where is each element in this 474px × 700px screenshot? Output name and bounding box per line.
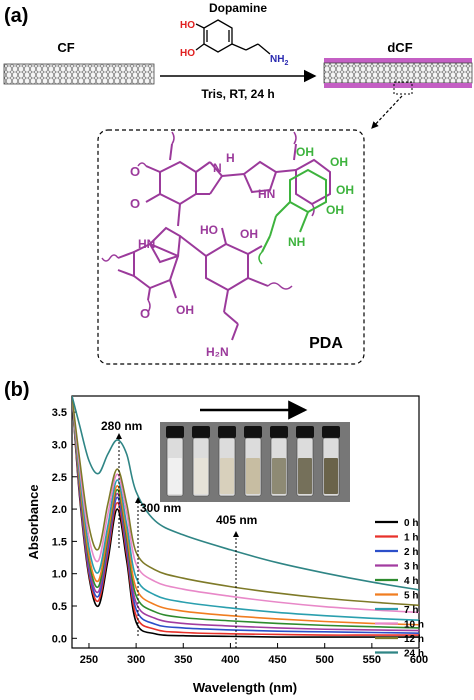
y-tick-label: 2.5 bbox=[52, 472, 67, 484]
cf-label: CF bbox=[57, 40, 74, 55]
vial-photo-inset bbox=[160, 400, 350, 502]
vial-cap bbox=[270, 426, 288, 438]
dcf-coating-bottom bbox=[324, 83, 472, 88]
x-tick-label: 400 bbox=[221, 654, 239, 666]
atom-h2n: H₂N bbox=[206, 345, 229, 359]
y-tick-label: 1.5 bbox=[52, 536, 67, 548]
dcf-label: dCF bbox=[387, 40, 412, 55]
legend-label: 3 h bbox=[404, 562, 418, 573]
dcf-coating-top bbox=[324, 58, 472, 63]
atom-oh-green-4: OH bbox=[326, 203, 344, 217]
x-tick-label: 300 bbox=[127, 654, 145, 666]
x-axis-ticks: 250 300 350 400 450 500 550 600 bbox=[80, 643, 428, 666]
series-line-3h bbox=[72, 396, 419, 632]
y-tick-label: 1.0 bbox=[52, 569, 67, 581]
pda-structure bbox=[101, 131, 331, 341]
atom-hn-left: HN bbox=[138, 237, 155, 251]
atom-o2: O bbox=[130, 196, 140, 211]
atom-h1: H bbox=[226, 151, 235, 165]
atom-n1: N bbox=[213, 161, 222, 175]
y-axis-ticks: 0.0 0.5 1.0 1.5 2.0 2.5 3.0 3.5 bbox=[52, 407, 77, 645]
vial-liquid bbox=[298, 458, 312, 494]
series-line-4h bbox=[72, 396, 419, 629]
reagent-label: Dopamine bbox=[209, 1, 267, 15]
pda-green-structure bbox=[258, 168, 327, 265]
series-line-5h bbox=[72, 396, 419, 626]
series-line-10h bbox=[72, 396, 419, 614]
series-line-24h bbox=[72, 396, 419, 591]
vial-cap bbox=[192, 426, 210, 438]
zoom-arrow bbox=[371, 95, 403, 129]
legend-label: 0 h bbox=[404, 518, 418, 529]
legend-label: 12 h bbox=[404, 634, 424, 645]
vial-cap bbox=[244, 426, 262, 438]
x-tick-label: 600 bbox=[410, 654, 428, 666]
pda-label: PDA bbox=[309, 335, 343, 352]
atom-oh-green-2: OH bbox=[330, 155, 348, 169]
vial-liquid bbox=[324, 458, 338, 494]
vial-liquid bbox=[168, 458, 182, 494]
annot-280: 280 nm bbox=[101, 419, 142, 433]
panel-a-label: (a) bbox=[4, 5, 28, 27]
atom-hn-top: HN bbox=[258, 187, 275, 201]
y-tick-label: 2.0 bbox=[52, 504, 67, 516]
x-tick-label: 250 bbox=[80, 654, 98, 666]
vial-liquid bbox=[194, 458, 208, 494]
series-line-12h bbox=[72, 396, 419, 607]
legend-label: 10 h bbox=[404, 620, 424, 631]
series-line-2h bbox=[72, 396, 419, 634]
legend-label: 5 h bbox=[404, 591, 418, 602]
series-line-7h bbox=[72, 396, 419, 622]
y-axis-label: Absorbance bbox=[26, 484, 41, 559]
dopamine-ho-top: HO bbox=[180, 20, 195, 31]
legend-label: 2 h bbox=[404, 547, 418, 558]
conditions-label: Tris, RT, 24 h bbox=[201, 87, 274, 101]
atom-nh-green: NH bbox=[288, 235, 305, 249]
atom-oh-green-1: OH bbox=[296, 145, 314, 159]
pda-frame bbox=[97, 129, 365, 365]
atom-o1: O bbox=[130, 164, 140, 179]
vial-cap bbox=[296, 426, 314, 438]
vial-liquid bbox=[272, 458, 286, 494]
panel-b-label: (b) bbox=[4, 379, 30, 401]
panel-a: (a) CF Dopamine Tris, RT, 24 h HO HO NH2… bbox=[3, 1, 473, 365]
dopamine-nh2: NH2 bbox=[270, 54, 288, 67]
panel-b: (b) 0.0 0.5 1.0 1.5 2.0 2.5 3.0 3.5 250 300 350 40… bbox=[4, 379, 428, 695]
atom-oh-bottom: OH bbox=[176, 303, 194, 317]
annot-300: 300 nm bbox=[140, 501, 181, 515]
annot-405: 405 nm bbox=[216, 513, 257, 527]
absorbance-curves bbox=[72, 396, 419, 638]
legend-label: 7 h bbox=[404, 605, 418, 616]
cf-tube bbox=[3, 63, 155, 85]
y-tick-label: 3.5 bbox=[52, 407, 67, 419]
y-tick-label: 0.0 bbox=[52, 633, 67, 645]
plot-frame bbox=[71, 395, 420, 649]
atom-oh-center: OH bbox=[240, 227, 258, 241]
vial-cap bbox=[166, 426, 184, 438]
dopamine-ho-bottom: HO bbox=[180, 48, 195, 59]
legend-label: 4 h bbox=[404, 576, 418, 587]
y-tick-label: 3.0 bbox=[52, 439, 67, 451]
legend-label: 24 h bbox=[404, 649, 424, 660]
vial-liquid bbox=[246, 458, 260, 494]
x-tick-label: 500 bbox=[316, 654, 334, 666]
atom-ho-center: HO bbox=[200, 223, 218, 237]
zoom-box bbox=[393, 81, 413, 95]
atom-oh-green-3: OH bbox=[336, 183, 354, 197]
legend: 0 h 1 h 2 h 3 h 4 h 5 h 7 h 10 h 12 h 24 h bbox=[375, 518, 424, 660]
dcf-tube bbox=[323, 62, 473, 84]
x-tick-label: 450 bbox=[268, 654, 286, 666]
vial-liquid bbox=[220, 458, 234, 494]
x-tick-label: 350 bbox=[174, 654, 192, 666]
y-tick-label: 0.5 bbox=[52, 601, 67, 613]
vial-cap bbox=[322, 426, 340, 438]
vial-cap bbox=[218, 426, 236, 438]
x-tick-label: 550 bbox=[363, 654, 381, 666]
dopamine-structure bbox=[195, 19, 271, 55]
atom-o3: O bbox=[140, 306, 150, 321]
x-axis-label: Wavelength (nm) bbox=[193, 680, 297, 695]
legend-label: 1 h bbox=[404, 533, 418, 544]
